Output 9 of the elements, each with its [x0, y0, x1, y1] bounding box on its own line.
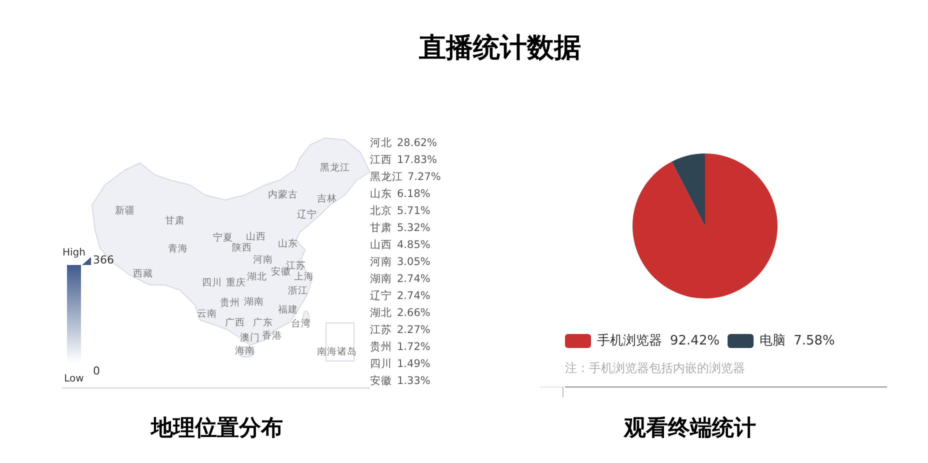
legend-label: 电脑 [760, 334, 786, 348]
legend-label: 手机浏览器 [597, 334, 662, 348]
data-label: 7.58% [794, 334, 835, 348]
text: 直播统计数据 [418, 32, 581, 64]
text: 观看终端统计 [623, 415, 756, 441]
text: 注：手机浏览器包括内嵌的浏览器 [565, 361, 745, 375]
pie-slice [672, 154, 705, 226]
pie-slice [632, 154, 778, 298]
data-label: 92.42% [670, 334, 720, 348]
